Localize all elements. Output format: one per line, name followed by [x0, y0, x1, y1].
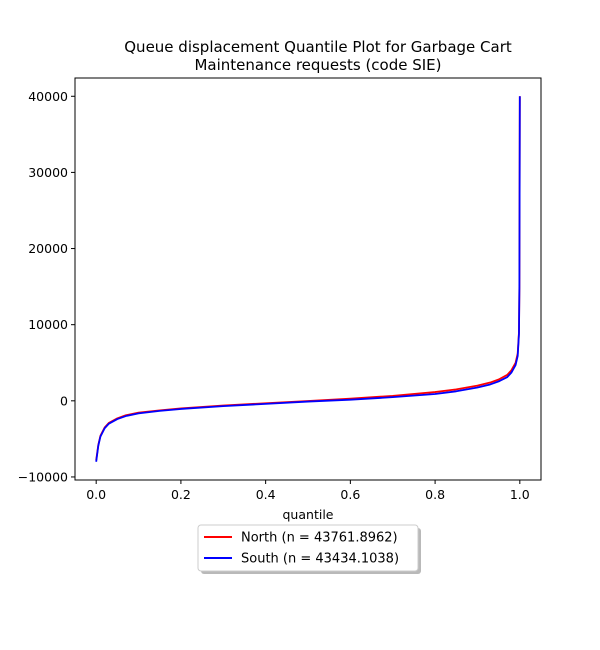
y-tick-label: 0: [60, 393, 68, 408]
x-tick-label: 0.0: [86, 487, 106, 502]
x-tick-label: 0.2: [171, 487, 191, 502]
y-tick-label: 20000: [28, 241, 68, 256]
legend-label: North (n = 43761.8962): [241, 531, 398, 546]
chart-title-line: Maintenance requests (code SIE): [194, 56, 441, 74]
series-line: [95, 96, 521, 462]
legend-label: South (n = 43434.1038): [241, 552, 399, 567]
y-tick-label: 40000: [28, 89, 68, 104]
legend-box: [197, 524, 419, 572]
legend: North (n = 43761.8962) South (n = 43434.1…: [197, 524, 421, 574]
y-axis-ticks: −10000 0 10000 20000 30000 40000: [18, 89, 75, 484]
chart-title-line: Queue displacement Quantile Plot for Gar…: [124, 38, 512, 56]
x-tick-label: 1.0: [510, 487, 530, 502]
y-tick-label: 10000: [28, 317, 68, 332]
series-lines: [95, 96, 521, 462]
x-tick-label: 0.6: [340, 487, 360, 502]
y-tick-label: −10000: [18, 469, 68, 484]
y-tick-label: 30000: [28, 165, 68, 180]
x-axis-label: quantile: [283, 507, 334, 522]
x-tick-label: 0.8: [425, 487, 445, 502]
x-axis-ticks: 0.0 0.2 0.4 0.6 0.8 1.0: [86, 480, 530, 502]
plot-area: [74, 77, 542, 481]
series-line: [95, 96, 521, 461]
chart-title: Queue displacement Quantile Plot for Gar…: [124, 38, 512, 74]
x-tick-label: 0.4: [256, 487, 276, 502]
